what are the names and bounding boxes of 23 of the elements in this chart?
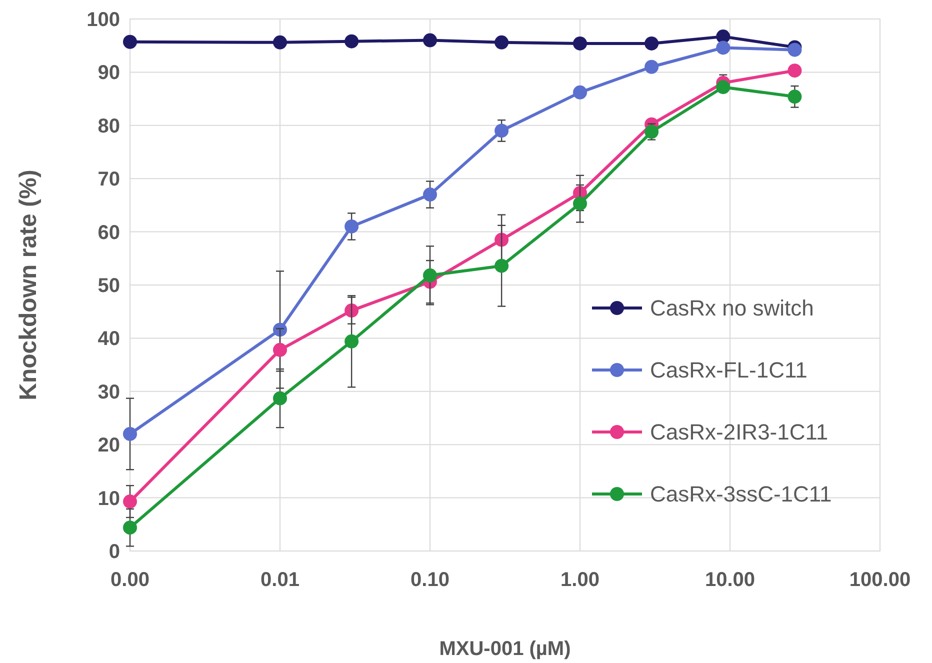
legend-label: CasRx-3ssC-1C11 [650, 482, 832, 507]
y-tick-label: 70 [98, 168, 120, 191]
y-tick-label: 30 [98, 381, 120, 404]
x-axis-title: MXU-001 (µM) [439, 638, 571, 660]
legend-label: CasRx-2IR3-1C11 [650, 420, 828, 445]
x-tick-label: 0.01 [260, 569, 300, 591]
y-tick-label: 40 [98, 328, 120, 350]
y-tick-label: 0 [108, 541, 120, 563]
y-tick-label: 80 [98, 115, 120, 138]
x-tick-label: 1.00 [560, 569, 600, 591]
x-tick-label: 0.10 [410, 569, 450, 591]
x-tick-label: 0.00 [110, 569, 150, 591]
y-tick-label: 10 [98, 488, 120, 510]
x-tick-label: 10.00 [704, 569, 756, 591]
y-tick-label: 100 [86, 9, 120, 31]
y-axis-title: Knockdown rate (%) [15, 170, 42, 400]
y-tick-label: 60 [98, 222, 120, 244]
y-tick-label: 20 [98, 434, 120, 457]
y-tick-label: 90 [98, 62, 120, 84]
legend-label: CasRx no switch [650, 296, 814, 321]
y-tick-label: 50 [98, 275, 120, 297]
legend-label: CasRx-FL-1C11 [650, 358, 808, 383]
x-tick-label: 100.00 [849, 569, 911, 591]
